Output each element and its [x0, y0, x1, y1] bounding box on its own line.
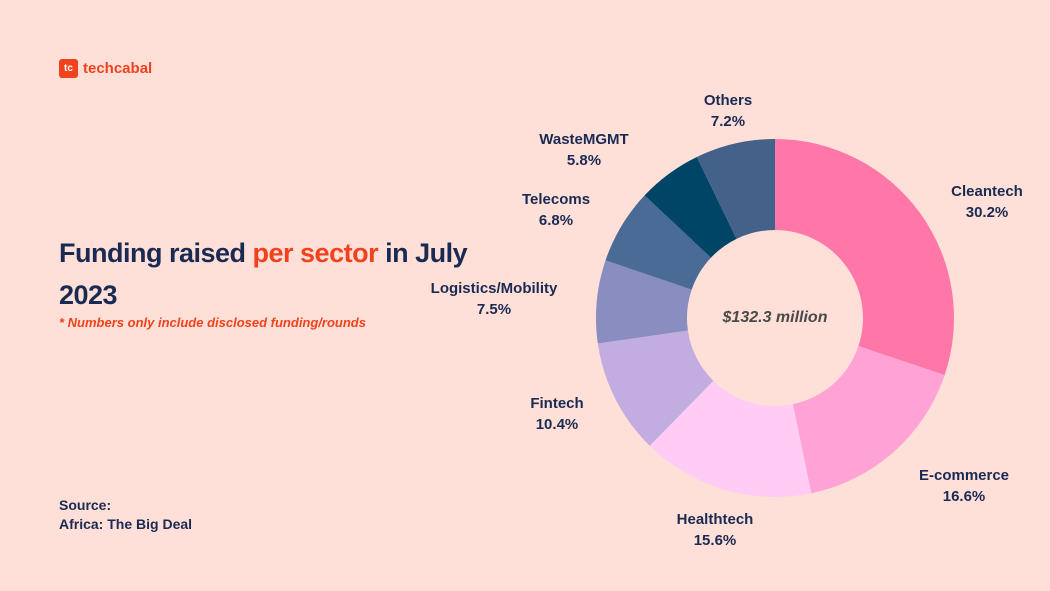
slice-healthtech: [649, 380, 812, 498]
logo-text: techcabal: [83, 60, 153, 77]
title-part2: in July 2023: [59, 238, 468, 310]
title-part1: Funding raised: [59, 238, 253, 268]
category-label: E-commerce: [918, 467, 1010, 484]
slice-cleantech: [775, 139, 954, 376]
category-label: Others: [703, 92, 753, 109]
source: Source: Africa: The Big Deal: [59, 496, 192, 534]
category-label: Healthtech: [676, 511, 754, 528]
title-highlight: per sector: [252, 238, 379, 268]
slice-label: Logistics/Mobility 7.5%: [431, 278, 558, 320]
value-label: 7.5%: [476, 301, 512, 318]
value-label: 6.8%: [538, 212, 574, 229]
center-label: $132.3 million: [722, 309, 828, 326]
value-label: 16.6%: [942, 488, 986, 505]
source-value: Africa: The Big Deal: [59, 516, 193, 532]
slice-label: Telecoms 6.8%: [522, 189, 590, 231]
category-label: Logistics/Mobility: [430, 280, 558, 297]
value-label: 30.2%: [965, 204, 1009, 221]
slice-telecoms: [605, 195, 711, 290]
category-label: WasteMGMT: [539, 131, 629, 148]
category-label: Fintech: [530, 395, 584, 412]
slice-label: E-commerce 16.6%: [919, 465, 1009, 507]
slice-wastemgmt: [644, 156, 737, 258]
techcabal-logo: tc techcabal: [59, 59, 152, 78]
value-label: 15.6%: [693, 532, 737, 549]
category-label: Cleantech: [951, 183, 1023, 200]
source-label: Source:: [59, 497, 112, 513]
slice-label: WasteMGMT 5.8%: [539, 129, 628, 171]
slice-e-commerce: [792, 346, 945, 494]
value-label: 7.2%: [710, 113, 746, 130]
category-label: Telecoms: [521, 191, 591, 208]
slice-label: Healthtech 15.6%: [677, 509, 754, 551]
slice-label: Others 7.2%: [704, 90, 752, 132]
value-label: 10.4%: [535, 416, 579, 433]
logo-mark-icon: tc: [59, 59, 78, 78]
value-label: 5.8%: [566, 152, 602, 169]
slice-label: Cleantech 30.2%: [951, 181, 1023, 223]
slice-label: Fintech 10.4%: [530, 393, 583, 435]
slice-fintech: [597, 330, 714, 446]
slice-others: [696, 139, 775, 239]
chart-title: Funding raised per sector in July 2023: [59, 232, 479, 316]
footnote: * Numbers only include disclosed funding…: [59, 315, 366, 330]
slice-logistics-mobility: [596, 260, 692, 344]
